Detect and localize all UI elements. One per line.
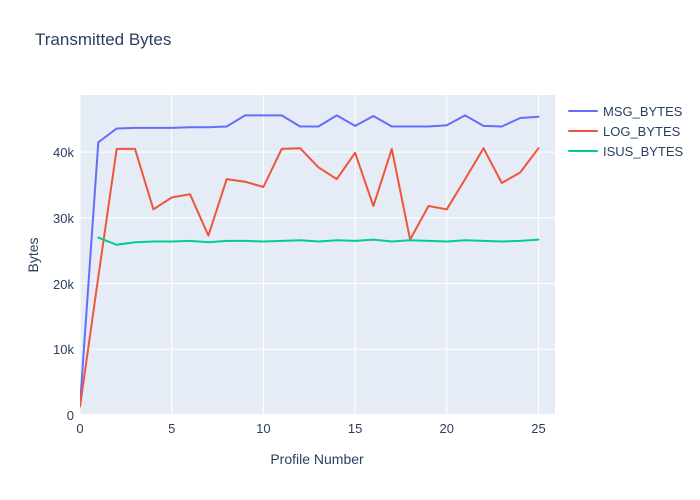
legend-label: LOG_BYTES — [603, 123, 681, 139]
legend-line-swatch — [568, 130, 598, 132]
x-tick-label: 20 — [439, 421, 455, 436]
plot-background — [80, 95, 555, 415]
y-tick-label: 40k — [53, 145, 74, 161]
legend-item-LOG_BYTES[interactable]: LOG_BYTES — [568, 121, 683, 141]
x-tick-label: 25 — [531, 421, 546, 436]
x-tick-label: 5 — [168, 421, 176, 436]
legend: MSG_BYTES LOG_BYTES ISUS_BYTES — [568, 101, 683, 161]
x-axis-label: Profile Number — [270, 451, 364, 467]
legend-label: ISUS_BYTES — [603, 143, 684, 159]
x-tick-label: 10 — [256, 421, 271, 436]
y-tick-label: 0 — [66, 408, 74, 423]
plot-area[interactable] — [80, 95, 555, 415]
series-line-ISUS_BYTES[interactable] — [97, 236, 540, 246]
y-axis-label: Bytes — [25, 237, 41, 273]
legend-label: MSG_BYTES — [603, 103, 683, 119]
series-line-MSG_BYTES[interactable] — [80, 114, 540, 407]
x-tick-label: 15 — [347, 421, 363, 436]
legend-line-swatch — [568, 150, 598, 152]
legend-item-MSG_BYTES[interactable]: MSG_BYTES — [568, 101, 683, 121]
y-tick-label: 30k — [53, 210, 74, 226]
series-line-LOG_BYTES[interactable] — [80, 147, 540, 408]
chart-title: Transmitted Bytes — [35, 30, 172, 49]
y-tick-label: 10k — [53, 342, 74, 358]
legend-item-ISUS_BYTES[interactable]: ISUS_BYTES — [568, 141, 683, 161]
legend-line-swatch — [568, 110, 598, 112]
x-tick-label: 0 — [76, 421, 84, 436]
y-tick-label: 20k — [53, 276, 74, 292]
